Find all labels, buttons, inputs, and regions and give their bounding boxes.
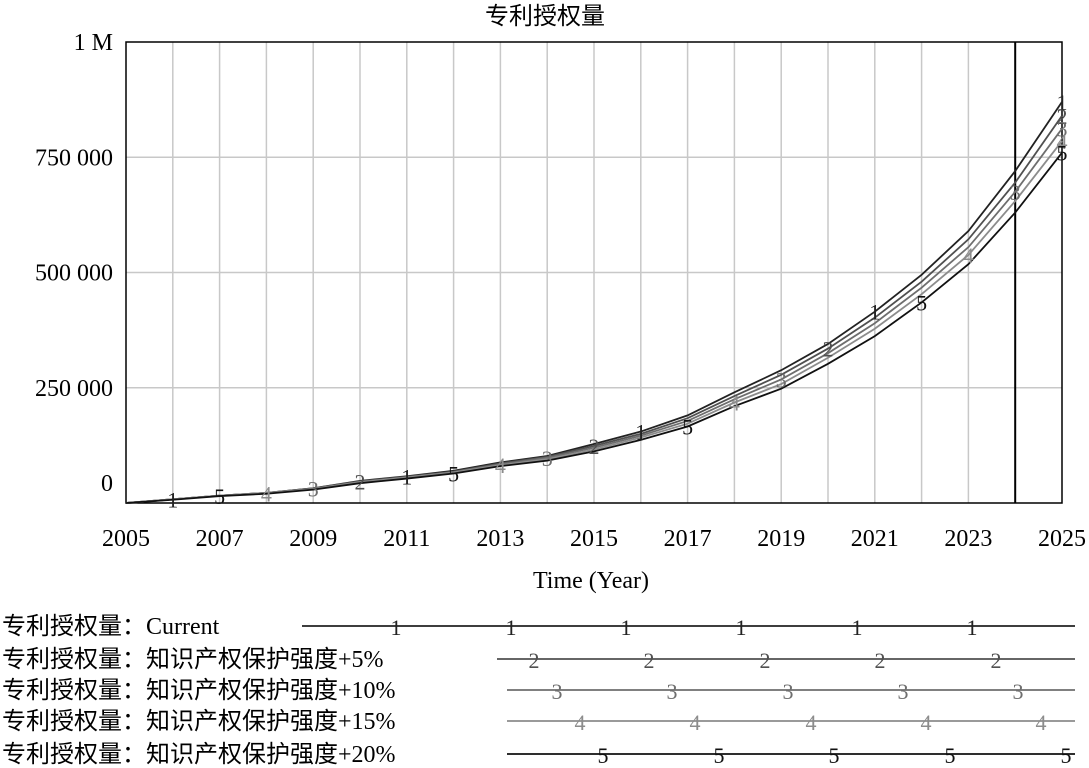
series-lines <box>125 101 1063 504</box>
legend-marker: 5 <box>714 743 725 768</box>
legend-marker: 4 <box>575 710 586 735</box>
x-tick-label: 2017 <box>664 526 712 552</box>
x-tick-label: 2009 <box>289 526 337 552</box>
x-tick-label: 2021 <box>851 526 899 552</box>
series-marker: 4 <box>729 391 740 416</box>
x-tick-label: 2023 <box>944 526 992 552</box>
legend-marker: 3 <box>783 679 794 704</box>
legend-marker: 5 <box>1061 743 1072 768</box>
x-tick-label: 2015 <box>570 526 618 552</box>
series-marker: 4 <box>495 453 506 478</box>
series-marker: 3 <box>776 367 787 392</box>
series-marker: 3 <box>1010 180 1021 205</box>
legend-marker: 5 <box>945 743 956 768</box>
series-marker: 4 <box>963 243 974 268</box>
legend-marker: 5 <box>598 743 609 768</box>
series-marker: 3 <box>542 446 553 471</box>
x-tick-label: 2007 <box>196 526 244 552</box>
legend-marker: 2 <box>760 648 771 673</box>
series-marker: 1 <box>1057 90 1068 115</box>
legend-marker: 3 <box>898 679 909 704</box>
legend-marker: 4 <box>921 710 932 735</box>
series-marker: 4 <box>1057 129 1068 154</box>
legend-marker: 3 <box>552 679 563 704</box>
legend: 专利授权量：Current 1 1 1 1 1 1 专利授权量：知识产权保护强度+5% 2 2 2 2… <box>2 613 1075 768</box>
legend-label: 专利授权量：知识产权保护强度+20% <box>2 741 396 768</box>
x-tick-label: 2025 <box>1038 526 1086 552</box>
legend-marker: 1 <box>967 615 978 640</box>
legend-marker: 2 <box>991 648 1002 673</box>
x-tick-label: 2019 <box>757 526 805 552</box>
x-tick-label: 2011 <box>383 526 430 552</box>
legend-marker: 1 <box>736 615 747 640</box>
y-tick-label: 250 000 <box>35 376 113 402</box>
legend-marker: 2 <box>644 648 655 673</box>
series-line <box>125 152 1063 504</box>
y-tick-label: 500 000 <box>35 261 113 287</box>
series-marker: 5 <box>1057 141 1068 166</box>
x-tick-label: 2013 <box>476 526 524 552</box>
legend-marker: 1 <box>621 615 632 640</box>
legend-marker: 1 <box>852 615 863 640</box>
legend-label: 专利授权量：Current <box>2 613 220 640</box>
x-tick-label: 2005 <box>102 526 150 552</box>
gridlines <box>126 42 1062 503</box>
series-marker: 5 <box>448 461 459 486</box>
legend-marker: 4 <box>690 710 701 735</box>
series-marker: 1 <box>869 300 880 325</box>
series-marker: 3 <box>1057 117 1068 142</box>
legend-marker: 4 <box>806 710 817 735</box>
series-marker: 2 <box>589 434 600 459</box>
series-marker: 5 <box>682 414 693 439</box>
y-tick-label: 1 M <box>74 30 113 56</box>
legend-marker: 4 <box>1036 710 1047 735</box>
plot-border <box>125 41 1063 504</box>
series-marker: 2 <box>355 469 366 494</box>
series-marker: 5 <box>916 290 927 315</box>
legend-marker: 2 <box>529 648 540 673</box>
series-marker: 2 <box>823 337 834 362</box>
series-marker: 5 <box>214 484 225 509</box>
axis-ticks: 2005 2007 2009 2011 2013 2015 2017 2019 2021 2023… <box>35 30 1086 552</box>
legend-marker: 3 <box>667 679 678 704</box>
series-marker: 3 <box>308 477 319 502</box>
chart-title: 专利授权量 <box>485 3 605 30</box>
plot-frame <box>125 41 1063 504</box>
legend-marker: 5 <box>829 743 840 768</box>
legend-label: 专利授权量：知识产权保护强度+10% <box>2 677 396 704</box>
legend-label: 专利授权量：知识产权保护强度+15% <box>2 708 396 735</box>
legend-label: 专利授权量：知识产权保护强度+5% <box>2 646 384 673</box>
legend-marker: 3 <box>1013 679 1024 704</box>
series-marker: 1 <box>401 464 412 489</box>
legend-marker: 1 <box>391 615 402 640</box>
series-marker: 4 <box>261 481 272 506</box>
x-axis-label: Time (Year) <box>533 568 649 594</box>
series-marker: 1 <box>167 487 178 512</box>
legend-marker: 1 <box>506 615 517 640</box>
y-tick-label: 750 000 <box>35 145 113 171</box>
legend-marker: 2 <box>875 648 886 673</box>
y-tick-label: 0 <box>101 471 113 497</box>
series-marker: 1 <box>635 420 646 445</box>
series-marker: 2 <box>1057 104 1068 129</box>
